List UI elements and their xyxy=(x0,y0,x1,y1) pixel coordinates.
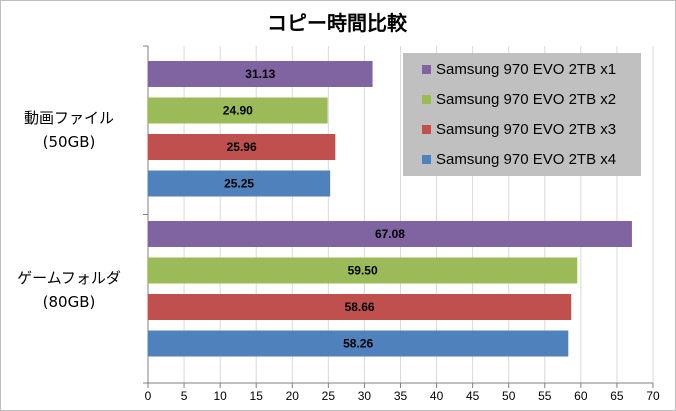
x-tick-label: 50 xyxy=(502,389,516,403)
bar xyxy=(148,97,328,124)
x-tick-label: 25 xyxy=(322,389,336,403)
legend-swatch xyxy=(422,65,431,74)
bar-value-label: 59.50 xyxy=(348,264,378,278)
legend-swatch xyxy=(422,155,431,164)
legend-entry: Samsung 970 EVO 2TB x3 xyxy=(436,121,616,138)
x-tick-label: 40 xyxy=(430,389,444,403)
category-sublabel: (50GB) xyxy=(43,133,96,151)
x-tick-label: 10 xyxy=(213,389,227,403)
x-tick-label: 0 xyxy=(145,389,152,403)
bar xyxy=(148,170,331,197)
bars: 31.13 24.90 25.96 25.25 67.08 59.50 58.66 58.26 xyxy=(148,61,632,357)
bar xyxy=(148,61,373,87)
bar xyxy=(148,257,578,284)
x-tick-label: 15 xyxy=(250,389,264,403)
bar xyxy=(148,134,336,160)
x-tick-label: 30 xyxy=(358,389,372,403)
legend-entry: Samsung 970 EVO 2TB x2 xyxy=(436,91,616,108)
x-tick-label: 35 xyxy=(394,389,408,403)
x-tick-label: 60 xyxy=(574,389,588,403)
category-label: 動画ファイル xyxy=(24,109,114,127)
category-label: ゲームフォルダ xyxy=(17,269,121,287)
bar-value-label: 25.96 xyxy=(227,140,257,154)
x-tick-label: 20 xyxy=(286,389,300,403)
x-tick-label: 65 xyxy=(610,389,624,403)
bar-value-label: 67.08 xyxy=(375,227,405,241)
bar xyxy=(148,221,632,247)
category-sublabel: (80GB) xyxy=(43,293,96,311)
legend-swatch xyxy=(422,95,431,104)
legend-entry: Samsung 970 EVO 2TB x4 xyxy=(436,151,616,168)
legend-box xyxy=(403,53,641,176)
axes: 0 5 10 15 20 25 30 35 40 45 50 55 60 65 70 xyxy=(143,45,660,403)
category-labels: 動画ファイル (50GB) ゲームフォルダ (80GB) xyxy=(17,109,121,311)
bar-value-label: 31.13 xyxy=(245,67,275,81)
x-tick-label: 45 xyxy=(466,389,480,403)
bar-value-label: 25.25 xyxy=(224,177,254,191)
bar xyxy=(148,294,572,320)
chart-title: コピー時間比較 xyxy=(267,11,408,35)
x-tick-label: 5 xyxy=(181,389,188,403)
bar-value-label: 24.90 xyxy=(223,104,253,118)
legend: Samsung 970 EVO 2TB x1 Samsung 970 EVO 2T… xyxy=(403,53,641,176)
bar-value-label: 58.26 xyxy=(343,337,373,351)
bar-value-label: 58.66 xyxy=(345,300,375,314)
bar xyxy=(148,330,569,357)
legend-entry: Samsung 970 EVO 2TB x1 xyxy=(436,61,616,78)
x-tick-label: 55 xyxy=(538,389,552,403)
x-tick-label: 70 xyxy=(646,389,660,403)
legend-swatch xyxy=(422,125,431,134)
